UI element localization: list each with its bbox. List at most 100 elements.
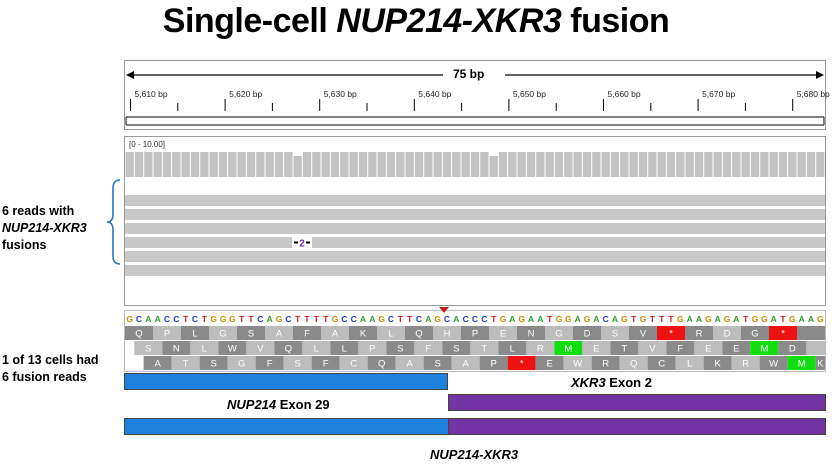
coverage-bar bbox=[209, 152, 218, 177]
sequence-base: C bbox=[472, 314, 478, 324]
amino-acid-label: S bbox=[397, 344, 403, 355]
coverage-bar bbox=[228, 152, 237, 177]
fusion-xkr3-part bbox=[448, 418, 826, 435]
sequence-base: A bbox=[799, 314, 805, 324]
cells-annotation: 1 of 13 cells had 6 fusion reads bbox=[2, 352, 99, 386]
amino-acid-label: P bbox=[490, 359, 496, 370]
cells-line1: 1 of 13 cells had bbox=[2, 353, 99, 367]
amino-acid-label: R bbox=[742, 359, 749, 370]
amino-acid-label: M bbox=[760, 344, 768, 355]
sequence-base: T bbox=[780, 314, 786, 324]
coverage-bar bbox=[377, 152, 386, 177]
coverage-bar bbox=[414, 152, 424, 177]
amino-acid-label: A bbox=[154, 359, 161, 370]
coverage-bar bbox=[433, 152, 442, 177]
sequence-base: G bbox=[434, 314, 441, 324]
codon-cell bbox=[601, 326, 629, 340]
amino-acid-label: P bbox=[472, 329, 478, 340]
codon-cell bbox=[171, 356, 200, 370]
coverage-bar bbox=[340, 152, 349, 177]
amino-acid-label: W bbox=[228, 344, 237, 355]
codon-cell bbox=[573, 326, 601, 340]
amino-acid-label: L bbox=[687, 359, 692, 370]
coverage-bar bbox=[592, 152, 601, 177]
coverage-bar bbox=[648, 152, 657, 177]
codon-cell bbox=[246, 341, 275, 355]
amino-acid-label: * bbox=[781, 329, 785, 340]
sequence-base: A bbox=[528, 314, 534, 324]
read-row bbox=[125, 195, 825, 206]
reads-gene: NUP214-XKR3 bbox=[2, 221, 87, 235]
coverage-bar bbox=[741, 152, 750, 177]
codon-cell bbox=[750, 341, 779, 355]
sequence-base: G bbox=[518, 314, 525, 324]
amino-acid-label: G bbox=[751, 329, 758, 340]
codon-cell bbox=[591, 356, 620, 370]
sequence-base: G bbox=[724, 314, 731, 324]
codon-cell bbox=[461, 326, 489, 340]
amino-acid-label: P bbox=[164, 329, 170, 340]
coverage-bar bbox=[750, 152, 760, 177]
amino-acid-label: T bbox=[183, 359, 189, 370]
sequence-base: G bbox=[761, 314, 768, 324]
coverage-bar bbox=[200, 152, 209, 177]
amino-acid-label: M bbox=[564, 344, 572, 355]
amino-acid-label: C bbox=[658, 359, 665, 370]
fusion-label: NUP214-XKR3 bbox=[430, 447, 519, 462]
coverage-bar bbox=[554, 152, 564, 177]
amino-acid-label: K bbox=[817, 359, 824, 370]
sequence-base: C bbox=[351, 314, 357, 324]
amino-acid-label: D bbox=[584, 329, 591, 340]
amino-acid-label: D bbox=[724, 329, 731, 340]
amino-acid-label: L bbox=[314, 344, 319, 355]
coverage-bar bbox=[666, 152, 676, 177]
sequence-base: C bbox=[285, 314, 291, 324]
codon-cell bbox=[227, 356, 256, 370]
amino-acid-label: V bbox=[640, 329, 647, 340]
amino-acid-label: V bbox=[649, 344, 656, 355]
reads-line3: fusions bbox=[2, 238, 47, 252]
sequence-base: C bbox=[481, 314, 487, 324]
sequence-base: G bbox=[556, 314, 563, 324]
codon-cell bbox=[554, 341, 583, 355]
amino-acid-label: W bbox=[573, 359, 582, 370]
reads-line1: 6 reads with bbox=[2, 204, 75, 218]
amino-acid-label: N bbox=[528, 329, 535, 340]
amino-acid-label: L bbox=[192, 329, 197, 340]
sequence-base: C bbox=[257, 314, 263, 324]
codon-cell bbox=[610, 341, 639, 355]
codon-cell bbox=[143, 356, 172, 370]
codon-cell bbox=[190, 341, 219, 355]
coverage-bar bbox=[694, 152, 704, 177]
coverage-bar bbox=[480, 152, 489, 177]
amino-acid-label: R bbox=[602, 359, 609, 370]
amino-acid-label: C bbox=[350, 359, 357, 370]
ruler-tick-label: 5,640 bp bbox=[418, 89, 452, 99]
coverage-bar bbox=[536, 152, 545, 177]
sequence-base: C bbox=[388, 314, 394, 324]
amino-acid-label: E bbox=[705, 344, 711, 355]
amino-acid-label: S bbox=[145, 344, 151, 355]
codon-cell bbox=[293, 326, 321, 340]
codon-cell bbox=[153, 326, 181, 340]
read-row bbox=[125, 223, 825, 234]
ruler-svg bbox=[125, 71, 825, 126]
codon-cell bbox=[283, 356, 312, 370]
codon-cell bbox=[358, 341, 387, 355]
coverage-bar bbox=[489, 156, 498, 177]
codon-cell bbox=[330, 341, 359, 355]
sequence-base: A bbox=[537, 314, 543, 324]
codon-cell bbox=[582, 341, 611, 355]
sequence-base: A bbox=[715, 314, 721, 324]
amino-acid-label: A bbox=[462, 359, 469, 370]
ruler-tick-label: 5,620 bp bbox=[229, 89, 263, 99]
amino-acid-label: Q bbox=[285, 344, 292, 355]
sequence-base: A bbox=[360, 314, 366, 324]
breakpoint-marker-icon bbox=[439, 307, 449, 313]
sequence-base: T bbox=[491, 314, 497, 324]
sequence-base: C bbox=[444, 314, 450, 324]
codon-cell bbox=[218, 341, 247, 355]
sequence-base: G bbox=[229, 314, 236, 324]
sequence-base: C bbox=[164, 314, 170, 324]
